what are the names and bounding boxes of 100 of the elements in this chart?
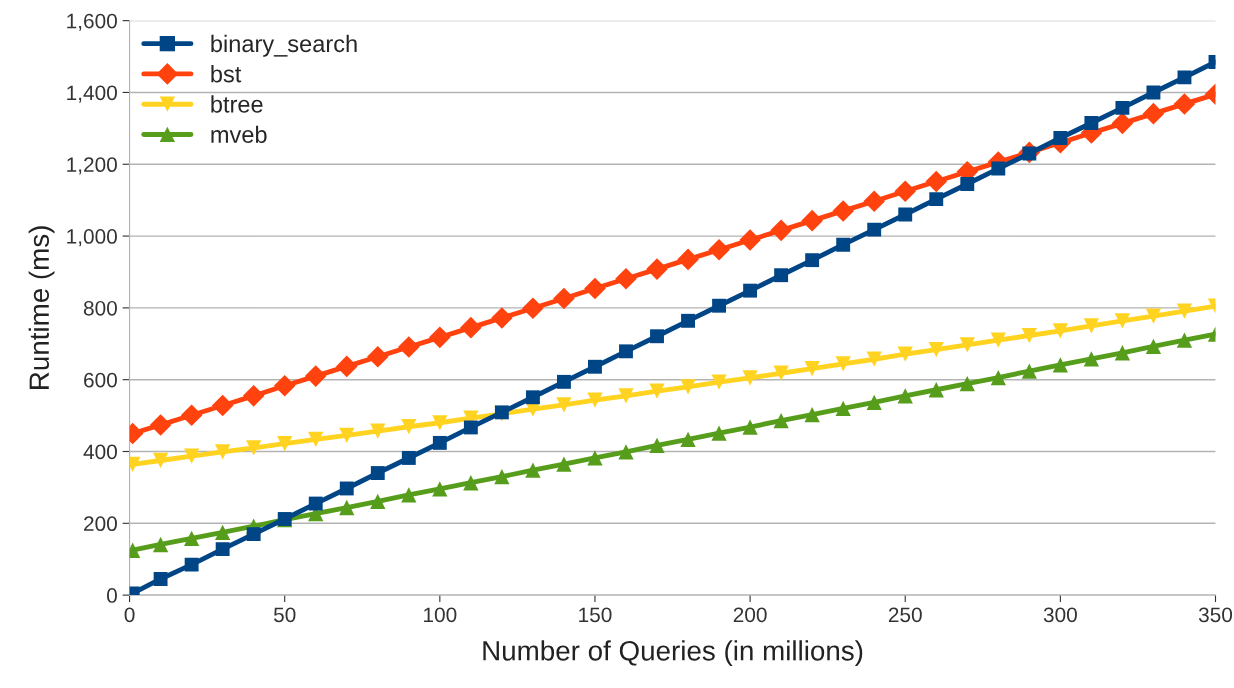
point xyxy=(646,258,668,280)
point xyxy=(429,326,451,349)
legend-label: btree xyxy=(211,95,263,113)
point xyxy=(556,397,572,413)
point xyxy=(1114,345,1131,361)
y-tick-label: 1,000 xyxy=(67,229,117,247)
point xyxy=(959,337,975,353)
point xyxy=(867,222,882,237)
point xyxy=(618,444,634,460)
point xyxy=(587,392,603,408)
point xyxy=(522,297,544,320)
point xyxy=(804,406,820,423)
point xyxy=(335,355,358,378)
point xyxy=(866,351,882,367)
point xyxy=(650,329,664,344)
point xyxy=(180,404,203,427)
point xyxy=(897,388,913,404)
point xyxy=(370,423,386,439)
point xyxy=(1145,308,1162,324)
point xyxy=(339,499,355,516)
point xyxy=(1142,102,1165,125)
point xyxy=(1176,303,1193,319)
point xyxy=(584,277,606,300)
point xyxy=(712,298,727,313)
point xyxy=(525,462,541,478)
point xyxy=(401,451,416,465)
point xyxy=(1083,318,1100,334)
y-tick-label: 600 xyxy=(84,372,117,388)
point xyxy=(677,248,699,271)
point xyxy=(773,365,789,381)
point xyxy=(1021,363,1037,379)
point xyxy=(680,379,696,395)
point xyxy=(619,344,633,359)
point xyxy=(866,394,882,410)
point xyxy=(743,283,758,298)
y-tick-label: 400 xyxy=(83,444,117,460)
point xyxy=(773,412,789,429)
y-tick-label: 800 xyxy=(83,300,117,316)
point xyxy=(211,394,234,417)
point xyxy=(184,557,199,572)
point xyxy=(615,267,637,290)
y-tick-label: 0 xyxy=(106,588,117,603)
point xyxy=(990,369,1006,386)
point xyxy=(1111,112,1134,135)
point xyxy=(215,444,231,460)
point xyxy=(401,487,417,503)
point xyxy=(370,493,386,510)
point xyxy=(1083,351,1100,367)
point xyxy=(463,420,478,435)
y-tick-label: 200 xyxy=(84,516,117,532)
point xyxy=(370,466,385,480)
point xyxy=(739,229,761,251)
point xyxy=(711,374,727,390)
point xyxy=(898,207,913,222)
point xyxy=(432,481,448,497)
x-tick-label: 350 xyxy=(1198,607,1233,623)
x-tick-label: 0 xyxy=(124,607,135,623)
point xyxy=(960,177,975,191)
point xyxy=(273,374,296,397)
point xyxy=(401,419,417,435)
point xyxy=(1146,85,1161,100)
point xyxy=(897,346,913,362)
point xyxy=(339,427,355,443)
point xyxy=(556,374,571,389)
point xyxy=(832,200,854,222)
x-tick-label: 100 xyxy=(424,607,457,623)
y-tick-label: 1,600 xyxy=(67,13,117,31)
point xyxy=(1021,327,1037,344)
legend-label: bst xyxy=(211,65,242,83)
point xyxy=(1176,332,1193,348)
point xyxy=(1052,323,1068,339)
point xyxy=(152,452,169,469)
point xyxy=(183,448,200,464)
point xyxy=(588,359,602,374)
point xyxy=(805,253,820,268)
point xyxy=(242,385,265,407)
point xyxy=(618,388,634,404)
point xyxy=(153,572,168,586)
point xyxy=(587,450,603,466)
point xyxy=(525,390,540,405)
point xyxy=(304,365,327,387)
point xyxy=(494,468,510,485)
x-tick-label: 150 xyxy=(579,607,612,623)
point xyxy=(742,419,758,435)
y-axis-title: Runtime (ms) xyxy=(28,226,55,389)
point xyxy=(1053,131,1068,145)
point xyxy=(928,341,944,358)
point xyxy=(398,336,420,358)
point xyxy=(742,370,758,386)
point xyxy=(432,415,448,431)
point xyxy=(894,180,917,202)
point xyxy=(277,435,293,452)
point xyxy=(308,431,324,447)
point xyxy=(1115,100,1130,115)
point xyxy=(801,209,823,232)
point xyxy=(553,287,575,310)
point xyxy=(1173,93,1196,115)
y-tick-label: 1,400 xyxy=(67,85,117,103)
point xyxy=(863,190,885,213)
y-tick-label: 1,200 xyxy=(67,157,117,175)
